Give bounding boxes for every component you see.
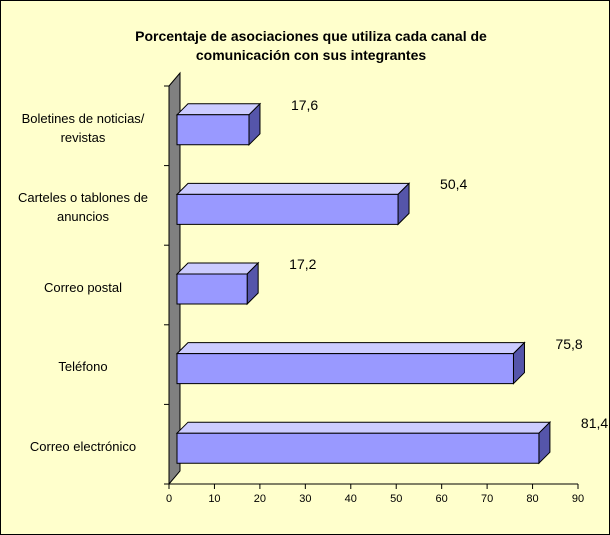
bar-front [176, 353, 514, 385]
bar [175, 102, 262, 147]
x-tick-label: 60 [435, 493, 448, 505]
y-tick-label: Correo electrónico [29, 438, 137, 454]
value-label: 17,6 [290, 96, 319, 113]
value-label: 81,4 [580, 415, 609, 432]
x-tick-label: 90 [571, 493, 585, 505]
x-tick-label: 30 [299, 493, 312, 505]
bar [175, 261, 260, 306]
bar-front [176, 114, 250, 146]
bar-top [175, 342, 526, 355]
bar-top [175, 262, 260, 275]
value-label: 17,2 [289, 256, 317, 272]
x-tick-label: 40 [344, 493, 357, 505]
bar-front [176, 193, 399, 225]
x-tick-label: 80 [526, 493, 539, 505]
value-label: 50,4 [440, 176, 468, 193]
bar-top [175, 103, 262, 116]
bar [175, 182, 411, 226]
chart-title: Porcentaje de asociaciones que utiliza c… [135, 28, 487, 63]
bar [175, 420, 552, 465]
bar-top [175, 421, 552, 434]
x-tick-label: 70 [480, 493, 494, 505]
x-tick-label: 10 [208, 493, 221, 505]
bar-front [176, 273, 248, 305]
x-tick-label: 50 [390, 493, 403, 505]
x-tick-label: 0 [165, 493, 173, 505]
y-tick-label: Carteles o tablones de anuncios [17, 190, 149, 225]
x-tick-label: 20 [253, 493, 266, 505]
bar-front [176, 432, 540, 464]
bar [175, 341, 526, 385]
y-tick-label: Boletines de noticias/ revistas [21, 110, 145, 145]
y-tick-label: Teléfono [58, 359, 108, 375]
value-label: 75,8 [555, 335, 583, 352]
y-tick-label: Correo postal [43, 279, 123, 295]
bar-top [175, 182, 411, 195]
